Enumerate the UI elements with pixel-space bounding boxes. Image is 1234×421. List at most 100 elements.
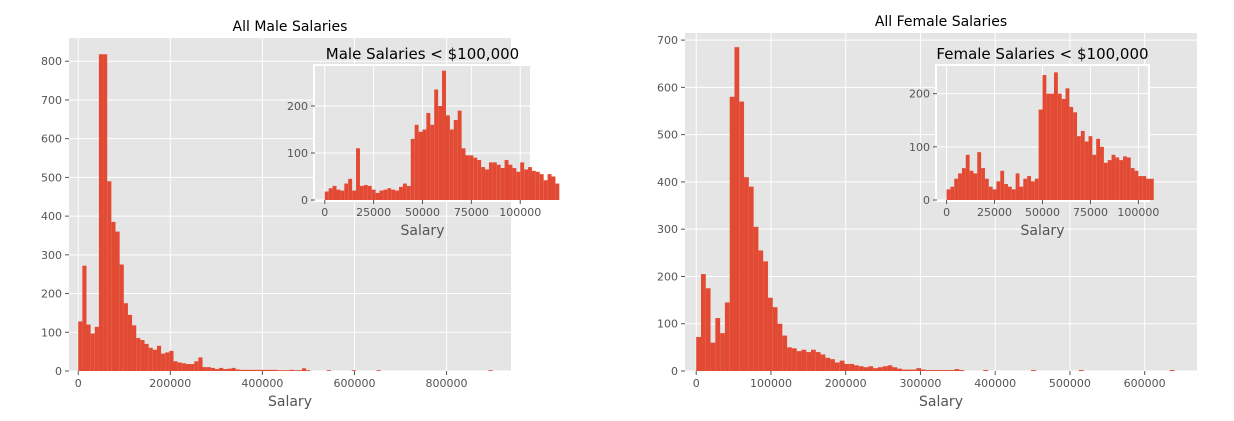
- histogram-bar: [277, 370, 282, 372]
- histogram-bar: [344, 183, 349, 200]
- histogram-bar: [202, 367, 207, 371]
- y-tick-label: 0: [55, 365, 62, 378]
- histogram-bar: [973, 173, 978, 200]
- histogram-bar: [508, 164, 513, 200]
- histogram-bar: [863, 367, 869, 371]
- histogram-bar: [418, 131, 423, 200]
- histogram-bar: [796, 351, 802, 371]
- histogram-bar: [815, 352, 821, 371]
- histogram-bar: [1057, 93, 1062, 200]
- histogram-bar: [1138, 176, 1143, 200]
- histogram-bar: [1031, 370, 1036, 371]
- y-tick-label: 100: [909, 141, 930, 154]
- y-tick-label: 0: [301, 194, 308, 207]
- x-axis-label: Salary: [1021, 223, 1065, 239]
- histogram-bar: [1096, 138, 1101, 200]
- histogram-bar: [231, 367, 236, 371]
- histogram-bar: [1134, 170, 1139, 200]
- y-tick-label: 600: [41, 133, 62, 146]
- histogram-bar: [465, 155, 470, 200]
- x-tick-label: 500000: [1049, 377, 1091, 390]
- histogram-bar: [720, 333, 725, 371]
- chart-title: All Male Salaries: [233, 19, 348, 35]
- histogram-bar: [729, 96, 735, 372]
- histogram-bar: [981, 168, 985, 200]
- histogram-bar: [758, 250, 764, 371]
- histogram-bar: [1054, 72, 1058, 200]
- histogram-bar: [426, 113, 431, 200]
- histogram-bar: [1078, 370, 1084, 371]
- histogram-bar: [1103, 162, 1108, 200]
- histogram-bar: [210, 367, 215, 371]
- bars: [696, 47, 1175, 372]
- histogram-bar: [165, 352, 170, 371]
- histogram-bar: [969, 170, 974, 200]
- histogram-bar: [469, 155, 474, 200]
- histogram-bar: [422, 129, 427, 200]
- histogram-bar: [410, 138, 415, 200]
- histogram-bar: [223, 369, 228, 371]
- x-tick-label: 0: [75, 377, 82, 390]
- histogram-bar: [801, 349, 807, 371]
- histogram-bar: [504, 160, 509, 200]
- histogram-bar: [94, 326, 99, 371]
- histogram-bar: [516, 171, 521, 200]
- x-tick-label: 75000: [1073, 206, 1108, 219]
- histogram-bar: [873, 368, 878, 371]
- histogram-bar: [1092, 154, 1097, 200]
- histogram-bar: [434, 89, 439, 200]
- histogram-bar: [406, 185, 411, 200]
- chart-title: All Female Salaries: [875, 14, 1007, 30]
- histogram-bar: [925, 370, 931, 371]
- histogram-bar: [445, 115, 450, 200]
- y-tick-label: 200: [657, 270, 678, 283]
- histogram-bar: [984, 178, 989, 200]
- bars: [946, 72, 1154, 200]
- histogram-bar: [86, 324, 91, 371]
- histogram-bar: [753, 226, 759, 371]
- bars: [78, 54, 493, 372]
- histogram-bar: [198, 357, 203, 371]
- histogram-bar: [123, 303, 128, 371]
- x-axis-label: Salary: [268, 394, 312, 410]
- histogram-bar: [264, 369, 269, 371]
- histogram-bar: [156, 345, 162, 371]
- histogram-bar: [473, 157, 478, 200]
- histogram-bar: [206, 367, 211, 371]
- histogram-bar: [901, 369, 907, 371]
- histogram-bar: [132, 325, 137, 371]
- histogram-bar: [492, 162, 497, 200]
- histogram-bar: [1073, 112, 1078, 200]
- histogram-bar: [1123, 156, 1127, 200]
- histogram-bar: [959, 370, 965, 371]
- histogram-bar: [1142, 176, 1147, 200]
- histogram-bar: [555, 183, 560, 200]
- x-tick-label: 50000: [1025, 206, 1060, 219]
- histogram-bar: [306, 370, 311, 372]
- histogram-bar: [930, 370, 936, 371]
- histogram-bar: [1119, 160, 1124, 200]
- histogram-bar: [173, 361, 178, 371]
- histogram-bar: [844, 363, 850, 371]
- histogram-bar: [1111, 154, 1116, 200]
- histogram-bar: [1042, 75, 1047, 200]
- histogram-bar: [272, 369, 278, 371]
- histogram-bar: [144, 343, 149, 371]
- histogram-bar: [136, 338, 141, 371]
- y-tick-label: 200: [909, 88, 930, 101]
- histogram-bar: [715, 318, 721, 371]
- x-tick-label: 200000: [825, 377, 867, 390]
- histogram-bar: [528, 167, 532, 200]
- x-axis-label: Salary: [401, 223, 445, 239]
- bars: [324, 70, 560, 200]
- histogram-bar: [332, 185, 337, 200]
- histogram-bar: [442, 70, 446, 200]
- x-tick-label: 25000: [977, 206, 1012, 219]
- histogram-bar: [289, 369, 294, 371]
- histogram-bar: [1080, 130, 1085, 200]
- histogram-bar: [988, 186, 993, 200]
- histogram-bar: [297, 370, 302, 372]
- histogram-bar: [858, 366, 864, 371]
- histogram-bar: [777, 323, 783, 371]
